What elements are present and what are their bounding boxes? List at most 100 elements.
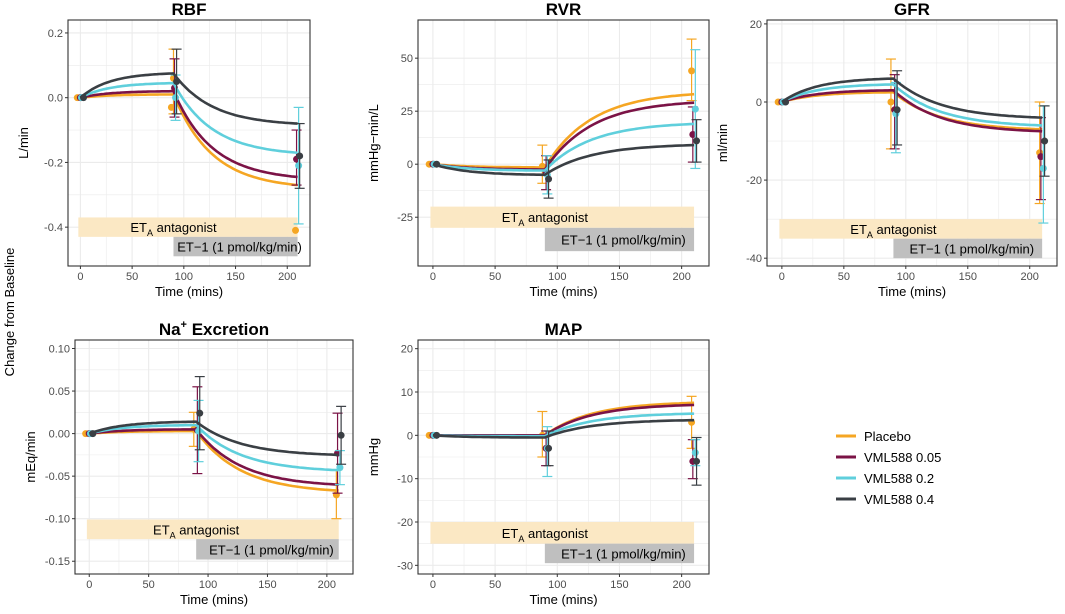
antagonist-label: ETA antagonist xyxy=(502,526,589,544)
et1-band xyxy=(544,227,695,252)
series-vml588-0-2 xyxy=(86,399,345,486)
y-tick-label: 10 xyxy=(401,387,413,399)
antagonist-label: ETA antagonist xyxy=(153,522,240,540)
panel-title-main: Na xyxy=(159,320,181,339)
data-point xyxy=(1041,137,1049,145)
series-line xyxy=(432,418,695,439)
y-axis-label: mEq/min xyxy=(23,431,38,482)
data-point xyxy=(89,430,97,438)
antagonist-label-main: ET xyxy=(502,210,519,225)
data-point xyxy=(80,94,88,102)
y-tick-label: 20 xyxy=(401,344,413,356)
data-point xyxy=(172,94,180,102)
x-tick-label: 0 xyxy=(86,579,92,591)
x-tick-label: 100 xyxy=(199,579,217,591)
series-line xyxy=(781,89,1043,133)
data-point xyxy=(295,162,303,170)
panel-title: RVR xyxy=(546,0,582,19)
antagonist-label-suffix: antagonist xyxy=(153,220,217,235)
series-line xyxy=(781,83,1043,127)
x-tick-label: 150 xyxy=(959,271,977,283)
series-vml588-0-4 xyxy=(781,70,1050,177)
panel-frame xyxy=(417,19,710,267)
antagonist-label-main: ET xyxy=(502,526,519,541)
panel-title-main: RVR xyxy=(546,0,582,19)
legend: Placebo VML588 0.05 VML588 0.2 VML588 0.4 xyxy=(836,429,941,507)
x-tick-label: 200 xyxy=(1021,271,1039,283)
y-tick-label: 0.05 xyxy=(49,386,70,398)
y-axis-label: L/min xyxy=(16,127,31,159)
y-axis-label: ml/min xyxy=(715,124,730,162)
antagonist-label-main: ET xyxy=(153,522,170,537)
y-tick-label: -20 xyxy=(397,517,413,529)
antagonist-band xyxy=(779,219,1043,239)
panel-frame xyxy=(67,19,311,267)
antagonist-label-suffix: antagonist xyxy=(524,210,588,225)
y-tick-label: -20 xyxy=(746,175,762,187)
et1-band xyxy=(173,236,298,257)
panel-frame xyxy=(766,19,1058,267)
et1-label: ET−1 (1 pmol/kg/min) xyxy=(561,232,686,247)
y-axis-label: mmHg−min/L xyxy=(366,104,381,182)
x-tick-label: 150 xyxy=(610,271,628,283)
y-tick-label: -0.2 xyxy=(44,157,63,169)
legend-item: VML588 0.05 xyxy=(836,450,941,465)
y-axis-label: mmHg xyxy=(366,438,381,476)
x-tick-label: 150 xyxy=(226,271,244,283)
series-vml588-0-4 xyxy=(79,48,305,189)
y-tick-label: 20 xyxy=(750,19,762,31)
data-point xyxy=(887,98,895,106)
gridlines xyxy=(75,340,353,574)
x-axis-label: Time (mins) xyxy=(529,592,597,607)
series-line xyxy=(432,143,695,177)
x-axis-label: Time (mins) xyxy=(155,284,223,299)
data-point xyxy=(538,162,546,170)
panel-title-suffix: Excretion xyxy=(187,320,269,339)
x-tick-label: 50 xyxy=(143,579,155,591)
data-point xyxy=(689,131,697,139)
data-point xyxy=(336,464,344,472)
y-tick-label: 0.00 xyxy=(49,429,70,441)
x-tick-label: 100 xyxy=(548,271,566,283)
x-tick-label: 200 xyxy=(278,271,296,283)
y-tick-label: 50 xyxy=(401,53,413,65)
panel-title: MAP xyxy=(545,320,583,339)
y-tick-label: -0.15 xyxy=(45,556,70,568)
series-vml588-0-4 xyxy=(432,418,702,486)
legend-label: VML588 0.4 xyxy=(864,492,934,507)
panel-title: RBF xyxy=(172,0,207,19)
series-line xyxy=(432,101,695,171)
x-axis-label: Time (mins) xyxy=(180,592,248,607)
data-point xyxy=(1037,153,1045,161)
legend-item: VML588 0.2 xyxy=(836,471,934,486)
antagonist-label-suffix: antagonist xyxy=(873,222,937,237)
y-tick-label: -0.05 xyxy=(45,471,70,483)
panel-rvr: ETA antagonist ET−1 (1 pmol/kg/min) 0 50 100… xyxy=(366,0,710,299)
y-tick-label: -40 xyxy=(746,253,762,265)
antagonist-label-main: ET xyxy=(130,220,147,235)
x-axis-label: Time (mins) xyxy=(878,284,946,299)
legend-item: Placebo xyxy=(836,429,911,444)
y-tick-label: -10 xyxy=(397,474,413,486)
data-point xyxy=(693,137,701,145)
x-tick-label: 150 xyxy=(610,579,628,591)
data-point xyxy=(332,491,340,499)
series-line xyxy=(432,122,695,172)
data-point xyxy=(782,98,790,106)
y-tick-label: -0.4 xyxy=(44,222,63,234)
data-point xyxy=(296,152,304,160)
antagonist-label-sub: A xyxy=(147,228,153,238)
data-point xyxy=(691,105,699,113)
x-axis-label: Time (mins) xyxy=(529,284,597,299)
data-point xyxy=(893,106,901,114)
antagonist-band xyxy=(86,519,339,540)
y-tick-label: 0 xyxy=(407,159,413,171)
series-placebo xyxy=(774,58,1045,205)
panel-title: Na+ Excretion xyxy=(159,319,269,339)
series-line xyxy=(79,72,298,125)
series-vml588-0-2 xyxy=(430,49,701,195)
